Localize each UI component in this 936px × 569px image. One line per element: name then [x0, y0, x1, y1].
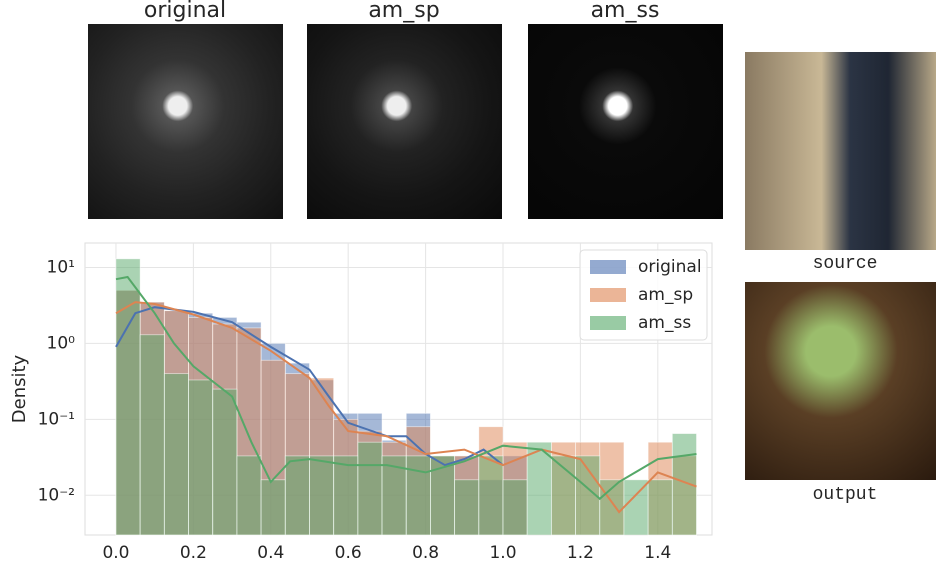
y-tick-label: 10⁻² [38, 485, 75, 505]
histogram-bar [647, 479, 673, 536]
y-axis-label: Density [9, 354, 30, 423]
x-tick-label: 0.4 [257, 543, 284, 563]
histogram-bar [381, 455, 407, 536]
histogram-bar [405, 455, 431, 536]
x-tick-label: 0.6 [335, 543, 362, 563]
x-tick-label: 1.0 [489, 543, 516, 563]
legend-swatch [590, 260, 626, 274]
histogram-bar [526, 441, 552, 536]
legend-swatch [590, 316, 626, 330]
heatmap-title: original [144, 0, 226, 23]
histogram-bar [212, 388, 238, 536]
legend-label: am_sp [638, 285, 693, 305]
histogram-bar [284, 455, 310, 536]
output-photo [745, 282, 936, 480]
histogram-bar [163, 373, 189, 536]
histogram-bar [236, 455, 262, 536]
histogram-bar [478, 455, 504, 536]
histogram-bar [623, 479, 649, 536]
heatmap-title: am_sp [368, 0, 439, 23]
histogram-bar [502, 479, 528, 536]
histogram-bar [260, 479, 286, 536]
legend-swatch [590, 288, 626, 302]
photo-caption: output [813, 485, 878, 505]
legend-label: am_ss [638, 313, 691, 333]
histogram-bar [454, 479, 480, 536]
histogram-bar [309, 455, 335, 536]
x-tick-label: 1.2 [567, 543, 594, 563]
heatmap-original [88, 24, 283, 219]
kde-line [115, 301, 697, 514]
histogram-bar [188, 379, 214, 536]
legend-label: original [638, 257, 702, 277]
histogram-bar [357, 441, 383, 536]
heatmap-title: am_ss [591, 0, 660, 23]
heatmap-am-ss [528, 24, 723, 219]
x-tick-label: 1.4 [644, 543, 671, 563]
x-tick-label: 0.0 [102, 543, 129, 563]
y-tick-label: 10⁻¹ [38, 409, 75, 429]
histogram-bar [115, 258, 141, 536]
histogram-bar [550, 455, 576, 536]
histogram-bar [139, 334, 165, 536]
kde-line [115, 275, 697, 501]
x-tick-label: 0.2 [180, 543, 207, 563]
source-photo [745, 52, 936, 250]
y-tick-label: 10⁰ [47, 333, 76, 353]
x-tick-label: 0.8 [412, 543, 439, 563]
heatmap-am-sp [307, 24, 502, 219]
y-tick-label: 10¹ [47, 257, 75, 277]
histogram-bar [333, 455, 359, 536]
photo-caption: source [813, 254, 878, 274]
